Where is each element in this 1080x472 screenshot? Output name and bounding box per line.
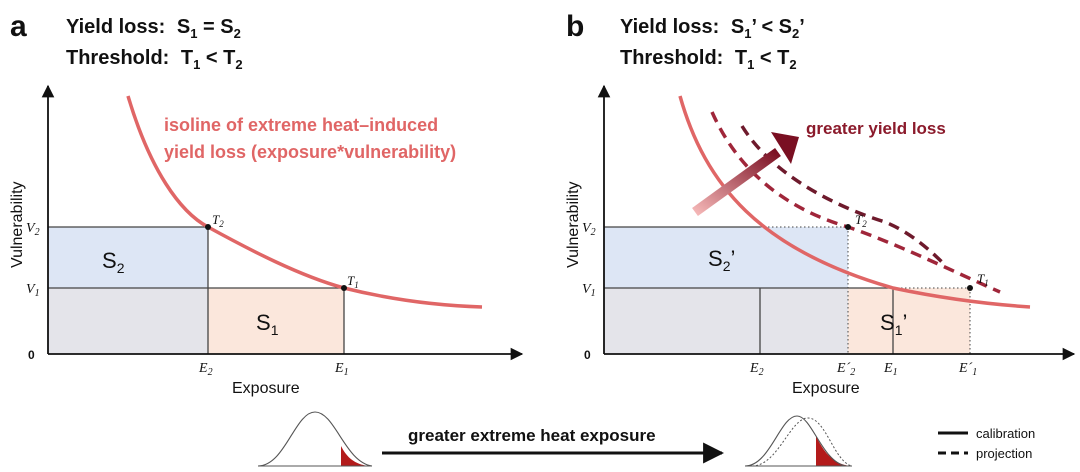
left-distribution-tail xyxy=(341,446,368,466)
panel-b-yield-mid: ’ < S xyxy=(751,16,792,38)
panel-a-isoline xyxy=(126,95,483,309)
panel-a-t1-point xyxy=(341,285,347,291)
panel-b-threshold-label: Threshold: xyxy=(620,47,723,69)
panel-b-t1-label: T1 xyxy=(977,271,989,288)
panel-b-e1-label: E1 xyxy=(883,361,898,378)
panel-a-t2-point xyxy=(205,224,211,230)
panel-b-origin: 0 xyxy=(584,348,591,362)
panel-b-t1-point xyxy=(967,285,973,291)
panel-a-threshold-mid: < T xyxy=(200,47,235,69)
panel-b-s2-label: S2’ xyxy=(708,246,735,274)
legend-dashed-label: projection xyxy=(976,446,1032,461)
panel-a-y-axis-label: Vulnerability xyxy=(9,181,26,268)
panel-b-greater-loss-arrowhead xyxy=(771,132,799,164)
panel-a: a Yield loss: S1 = S2 Threshold: T1 < T2… xyxy=(9,10,524,397)
panel-a-v2-label: V2 xyxy=(26,221,40,238)
panel-b-s2-area xyxy=(604,227,848,288)
panel-b-yield-sub-b: 2 xyxy=(792,26,799,41)
panel-b-threshold-line: Threshold: T1 < T2 xyxy=(620,47,797,72)
panel-b-v2-label: V2 xyxy=(582,221,596,238)
panel-b-s1-label: S1’ xyxy=(880,310,907,338)
panel-a-threshold-line: Threshold: T1 < T2 xyxy=(66,47,243,72)
panel-a-e2-label: E2 xyxy=(198,361,213,378)
panel-a-threshold-sub-a: 1 xyxy=(193,57,200,72)
panel-a-yield-s: S xyxy=(177,16,190,38)
legend-solid-label: calibration xyxy=(976,426,1035,441)
panel-a-x-axis-label: Exposure xyxy=(232,380,300,397)
panel-a-t2-label: T2 xyxy=(212,212,224,229)
panel-b-yield-tail: ’ xyxy=(799,16,805,38)
panel-b-threshold-mid: < T xyxy=(754,47,789,69)
panel-a-threshold-label: Threshold: xyxy=(66,47,169,69)
panel-a-s2-label: S2 xyxy=(102,248,125,276)
panel-a-yield-line: Yield loss: S1 = S2 xyxy=(66,16,241,41)
panel-b-y-axis-label: Vulnerability xyxy=(565,181,582,268)
panel-a-s1-label: S1 xyxy=(256,310,279,338)
panel-b-e2p-label: E´2 xyxy=(836,361,855,378)
panel-a-e1-label: E1 xyxy=(334,361,349,378)
bottom-strip: greater extreme heat exposure calibratio… xyxy=(257,411,1035,467)
panel-a-letter: a xyxy=(10,10,27,43)
left-distribution-curve xyxy=(257,411,373,467)
panel-a-origin: 0 xyxy=(28,348,35,362)
panel-b-base-area xyxy=(604,288,848,354)
panel-a-curve-label-2: yield loss (exposure*vulnerability) xyxy=(164,142,456,162)
panel-a-t1-label: T1 xyxy=(347,273,359,290)
panel-a-curve-label-1: isoline of extreme heat–induced xyxy=(164,115,438,135)
right-distribution-calibration xyxy=(744,415,847,467)
panel-b-letter: b xyxy=(566,10,584,43)
panel-b: b Yield loss: S1’ < S2’ Threshold: T1 < … xyxy=(565,10,1076,397)
panel-b-t2-point xyxy=(845,224,851,230)
panel-a-base-area xyxy=(48,288,208,354)
panel-b-threshold-sub-a: 1 xyxy=(747,57,754,72)
panel-b-yield-s: S xyxy=(731,16,744,38)
panel-a-s1-area xyxy=(208,288,344,354)
panel-b-e1p-label: E´1 xyxy=(958,361,977,378)
exposure-shift-label: greater extreme heat exposure xyxy=(408,426,656,445)
panel-b-greater-loss-arrow xyxy=(692,147,781,217)
panel-a-threshold-sub-b: 2 xyxy=(235,57,242,72)
right-distribution-tail xyxy=(816,436,850,466)
panel-a-yield-label: Yield loss: xyxy=(66,16,165,38)
panel-a-yield-sub-b: 2 xyxy=(234,26,241,41)
panel-b-v1-label: V1 xyxy=(582,282,596,299)
panel-a-yield-mid: = S xyxy=(197,16,233,38)
panel-b-arrow-label: greater yield loss xyxy=(806,119,946,138)
panel-a-threshold-t: T xyxy=(181,47,193,69)
panel-b-e2-label: E2 xyxy=(749,361,764,378)
panel-b-yield-label: Yield loss: xyxy=(620,16,719,38)
panel-b-x-axis-label: Exposure xyxy=(792,380,860,397)
panel-a-s2-area xyxy=(48,227,208,288)
panel-b-isoline-calibration xyxy=(678,95,1031,309)
panel-b-threshold-sub-b: 2 xyxy=(789,57,796,72)
panel-b-yield-line: Yield loss: S1’ < S2’ xyxy=(620,16,805,41)
panel-a-yield-sub-a: 1 xyxy=(190,26,197,41)
panel-a-v1-label: V1 xyxy=(26,282,40,299)
panel-b-yield-sub-a: 1 xyxy=(744,26,751,41)
right-distribution-projection xyxy=(751,417,853,467)
panel-b-threshold-t: T xyxy=(735,47,747,69)
panel-b-t2-label: T2 xyxy=(855,212,867,229)
